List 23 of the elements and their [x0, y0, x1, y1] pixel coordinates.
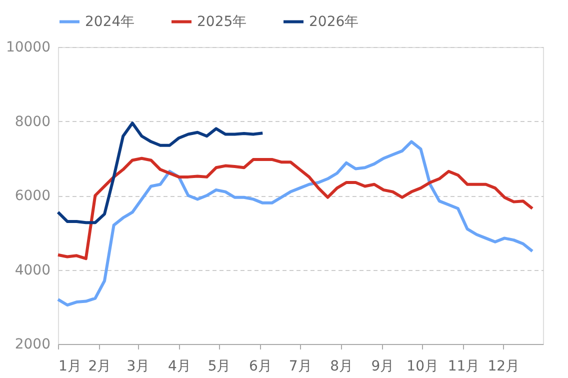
x-tick-label: 1月 [58, 358, 82, 374]
line-series [56, 140, 534, 307]
x-tick-label: 10月 [406, 358, 438, 374]
x-tick-label: 8月 [330, 358, 353, 374]
y-tick-label: 2000 [14, 336, 50, 352]
line-series [56, 156, 534, 260]
y-tick-label: 10000 [6, 40, 50, 56]
x-tick-label: 9月 [371, 358, 394, 374]
x-tick-label: 2月 [88, 358, 112, 374]
legend-label: 2024年 [85, 14, 135, 30]
x-tick-label: 5月 [208, 358, 231, 374]
legend-label: 2025年 [197, 14, 247, 30]
x-tick-label: 12月 [488, 358, 520, 374]
legend-label: 2026年 [309, 14, 359, 30]
x-tick-label: 4月 [168, 358, 191, 374]
y-tick-label: 8000 [14, 114, 50, 130]
x-tick-label: 7月 [288, 358, 312, 374]
line-series [56, 122, 264, 224]
x-tick-label: 6月 [249, 358, 272, 374]
x-tick-label: 3月 [126, 358, 150, 374]
y-tick-label: 6000 [14, 188, 50, 204]
y-tick-label: 4000 [14, 262, 50, 278]
x-tick-label: 11月 [448, 358, 480, 374]
